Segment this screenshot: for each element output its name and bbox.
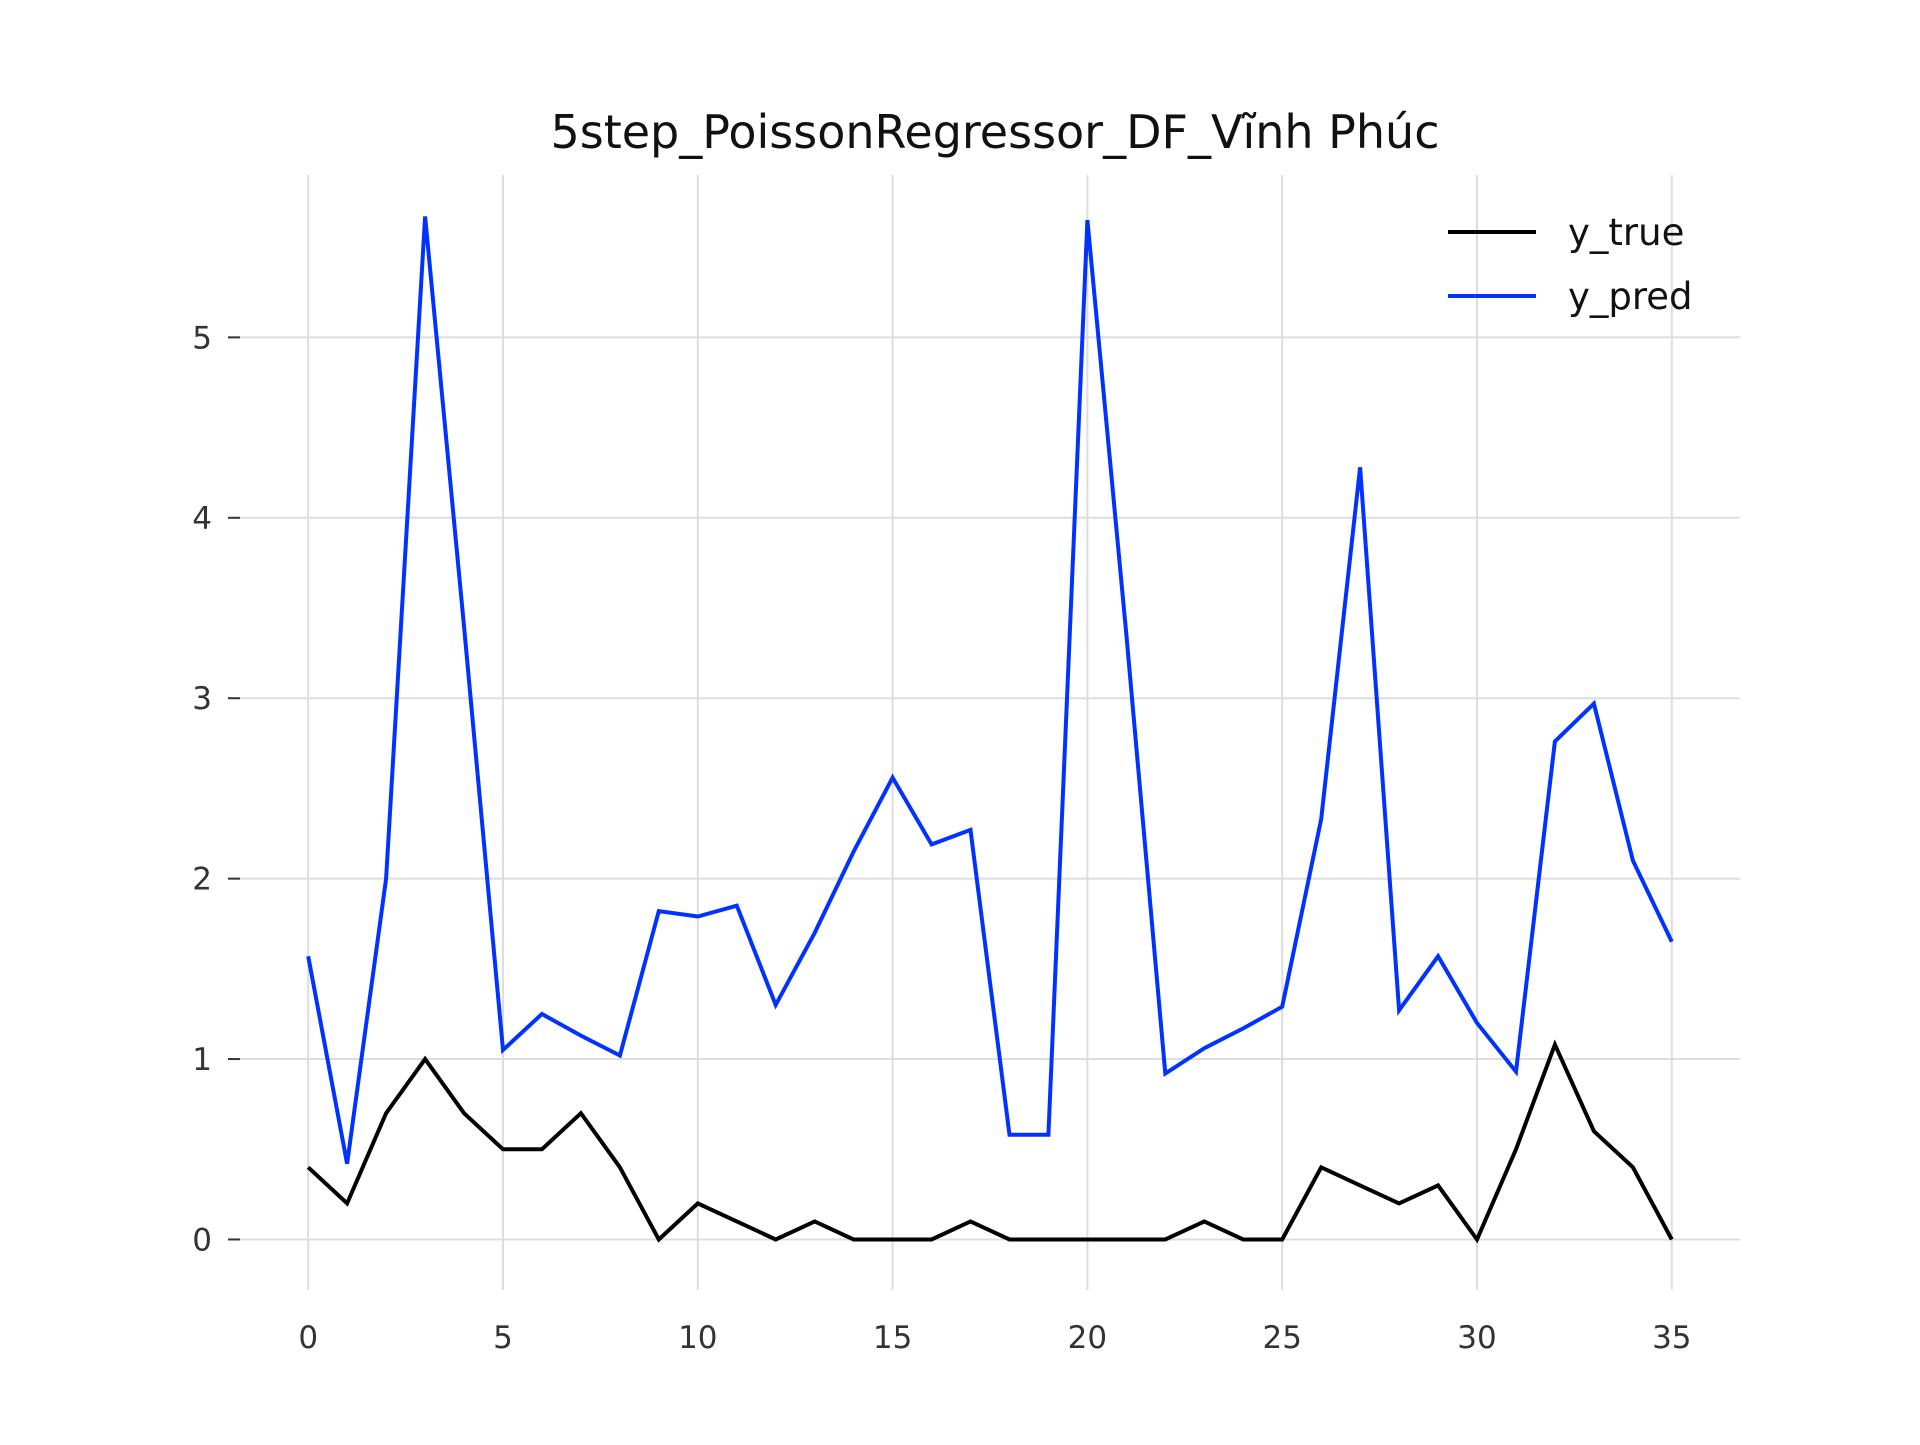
legend-label-y-true: y_true — [1568, 211, 1684, 254]
x-tick-label: 25 — [1262, 1320, 1301, 1356]
x-tick-label: 10 — [678, 1320, 717, 1356]
series-lines — [306, 216, 1674, 1244]
y-tick-label: 3 — [192, 681, 212, 717]
y-tick-label: 4 — [192, 501, 212, 537]
x-tick-label: 5 — [493, 1320, 513, 1356]
x-tick-label: 20 — [1068, 1320, 1107, 1356]
x-tick-label: 15 — [873, 1320, 912, 1356]
y-tick-label: 2 — [192, 862, 212, 898]
chart-title: 5step_PoissonRegressor_DF_Vĩnh Phúc — [550, 105, 1439, 159]
x-tick-label: 0 — [298, 1320, 318, 1356]
grid — [240, 175, 1740, 1290]
series-line-y-true — [306, 1039, 1674, 1244]
series-line-y-pred — [306, 216, 1674, 1165]
y-tick-label: 1 — [192, 1042, 212, 1078]
axes: 0 5 10 15 20 25 30 35 0 1 2 3 4 5 — [192, 320, 1691, 1356]
x-tick-label: 35 — [1652, 1320, 1691, 1356]
legend-label-y-pred: y_pred — [1568, 275, 1693, 318]
legend: y_true y_pred — [1448, 211, 1693, 318]
y-tick-label: 0 — [192, 1222, 212, 1258]
y-tick-label: 5 — [192, 320, 212, 356]
x-tick-label: 30 — [1457, 1320, 1496, 1356]
